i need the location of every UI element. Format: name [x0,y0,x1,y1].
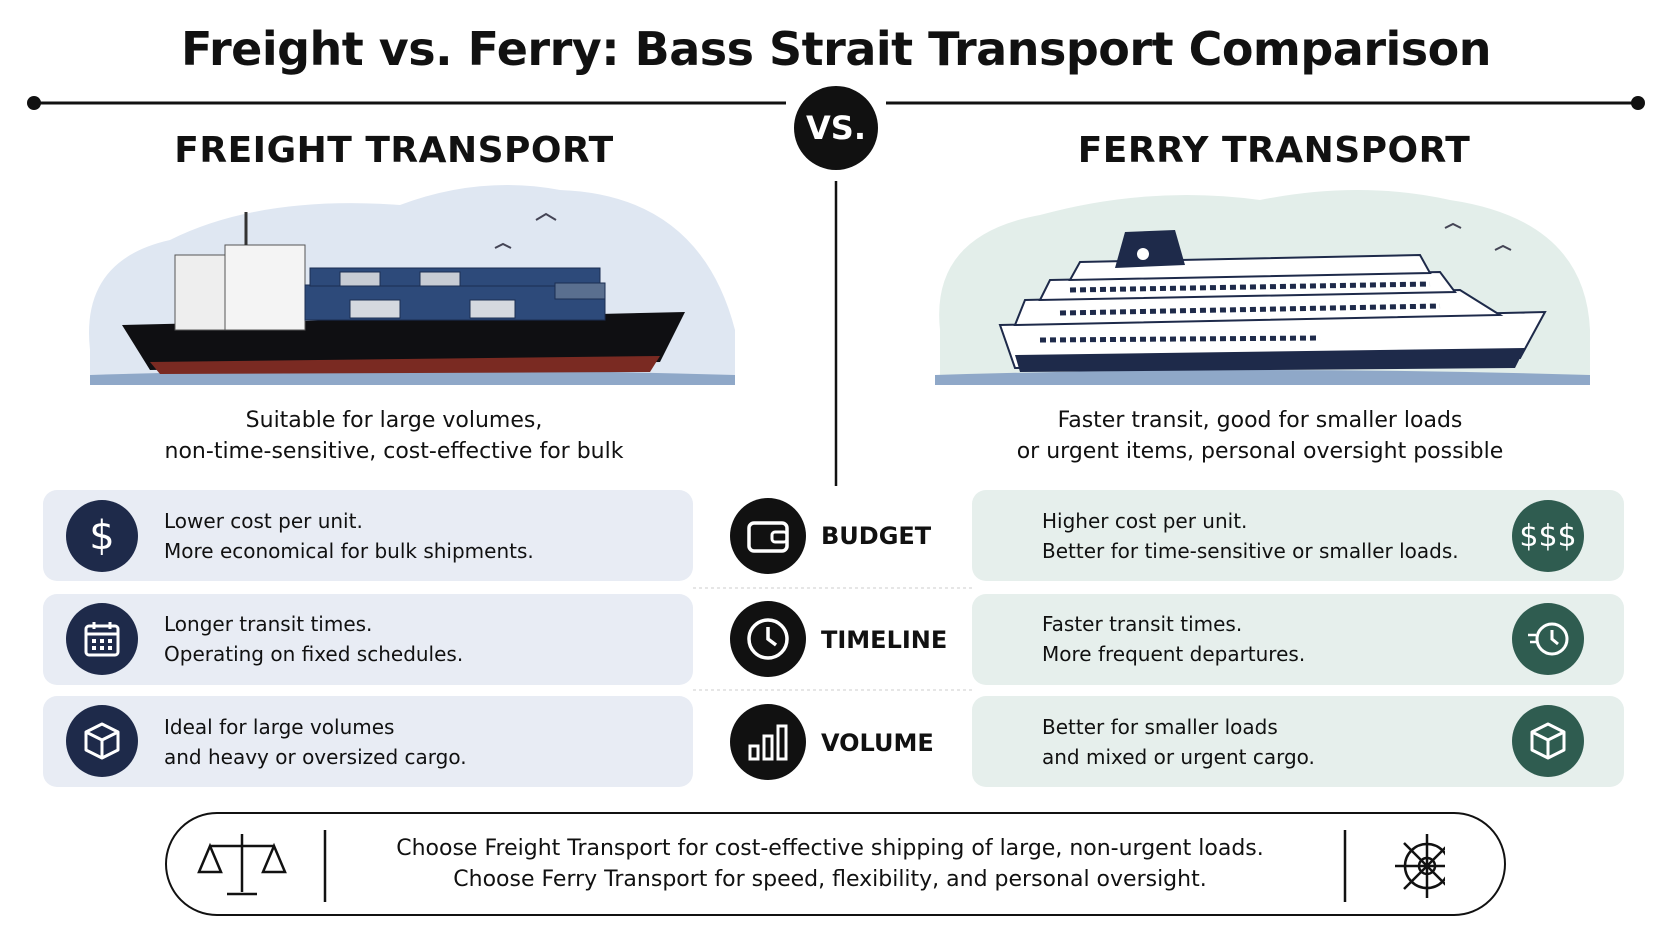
left-heading: FREIGHT TRANSPORT [174,130,614,171]
ferry-illustration [935,190,1590,385]
row-label: VOLUME [821,729,934,757]
box-icon [1512,705,1584,777]
row-label: TIMELINE [821,626,948,654]
left-row-box [43,490,693,581]
text-line: Longer transit times. [164,612,373,636]
left-row-box [43,696,693,787]
text-line: and heavy or oversized cargo. [164,745,467,769]
text-line: Better for time-sensitive or smaller loa… [1042,539,1459,563]
text-line: Ideal for large volumes [164,715,395,739]
text-line: Suitable for large volumes, [245,408,543,433]
left-description: Suitable for large volumes, non-time-sen… [44,405,744,467]
text-line: and mixed or urgent cargo. [1042,745,1315,769]
text-line: Faster transit, good for smaller loads [1057,408,1463,433]
clock-icon [730,601,806,677]
row-label: BUDGET [821,522,932,550]
text-line: More economical for bulk shipments. [164,539,534,563]
text-line: Choose Freight Transport for cost-effect… [396,836,1264,861]
right-row-text: Higher cost per unit. Better for time-sen… [1042,506,1459,566]
text-line: Higher cost per unit. [1042,509,1248,533]
text-line: non-time-sensitive, cost-effective for b… [164,439,624,464]
vs-badge: VS. [794,86,878,170]
text-line: Better for smaller loads [1042,715,1278,739]
left-row-text: Lower cost per unit. More economical for … [164,506,534,566]
cargo-ship-illustration [89,185,735,385]
summary-text: Choose Freight Transport for cost-effect… [330,833,1330,895]
summary-box [165,812,1506,916]
text-line: or urgent items, personal oversight poss… [1016,439,1504,464]
dollar-icon: $ [66,500,138,572]
text-line: More frequent departures. [1042,642,1306,666]
right-row-text: Better for smaller loads and mixed or urg… [1042,712,1315,772]
wallet-icon [730,498,806,574]
bar-chart-icon [730,704,806,780]
text-line: Operating on fixed schedules. [164,642,464,666]
text-line: Lower cost per unit. [164,509,363,533]
left-row-box [43,594,693,685]
dollars-icon: $$$ [1512,500,1584,572]
right-row-text: Faster transit times. More frequent depar… [1042,609,1305,669]
left-row-text: Longer transit times. Operating on fixed … [164,609,463,669]
text-line: Choose Ferry Transport for speed, flexib… [453,867,1207,892]
box-icon [66,705,138,777]
summary-decor [197,830,1445,902]
fast-clock-icon [1512,603,1584,675]
calendar-icon [66,603,138,675]
right-description: Faster transit, good for smaller loads o… [910,405,1610,467]
text-line: Faster transit times. [1042,612,1243,636]
title: Freight vs. Ferry: Bass Strait Transport… [180,22,1492,76]
left-row-text: Ideal for large volumes and heavy or over… [164,712,467,772]
right-heading: FERRY TRANSPORT [1077,130,1471,171]
